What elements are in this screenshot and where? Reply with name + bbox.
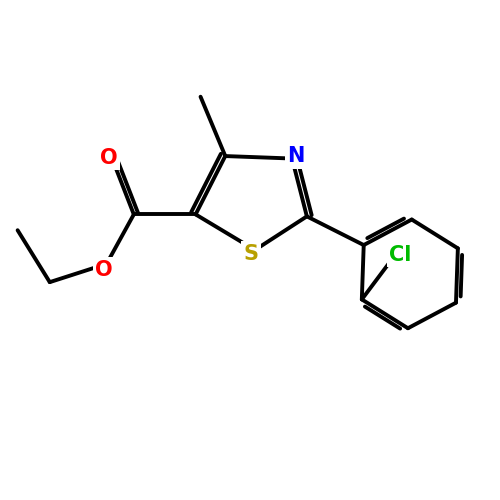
Text: O: O [100,148,118,168]
Text: S: S [244,244,258,264]
Text: N: N [288,146,304,166]
Text: O: O [96,260,113,280]
Text: Cl: Cl [389,245,411,265]
